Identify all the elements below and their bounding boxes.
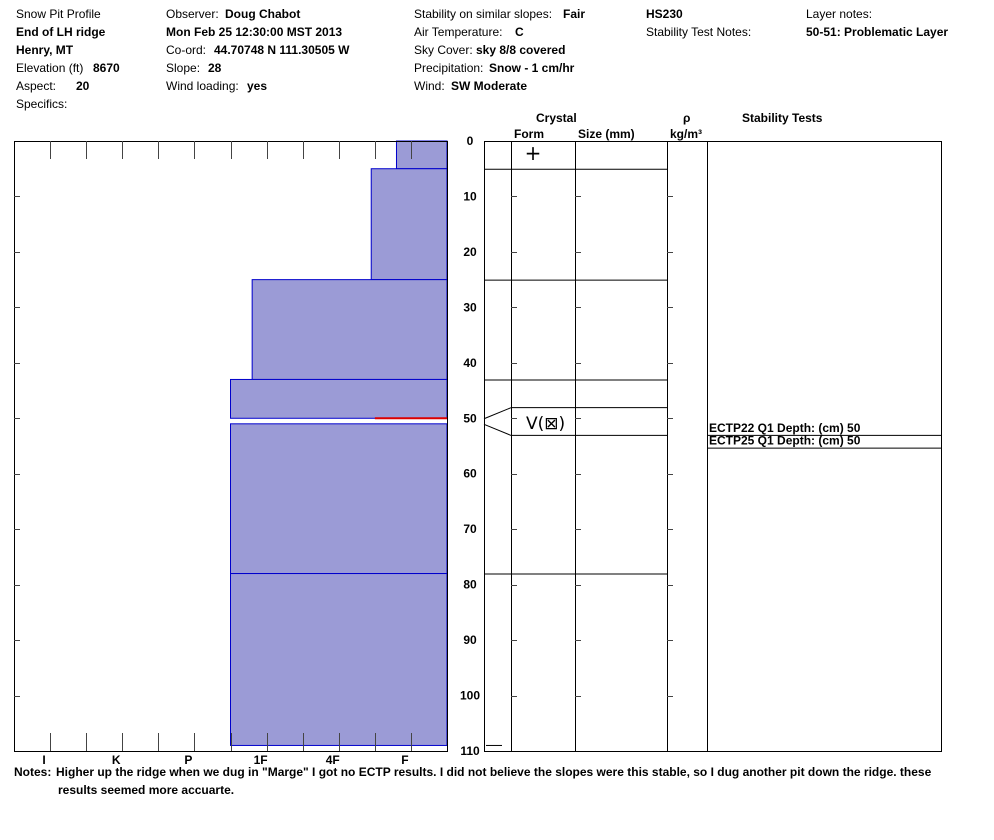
depth-label-60: 60	[463, 467, 477, 481]
stability-test-1: ECTP25 Q1 Depth: (cm) 50	[709, 434, 861, 448]
depth-label-80: 80	[463, 578, 477, 592]
air-temp-label: Air Temperature:	[414, 25, 503, 39]
hardness-label-I: I	[42, 753, 45, 767]
hardness-layer-4	[230, 423, 448, 575]
chart-frame	[14, 141, 942, 752]
crystal-header: Crystal	[536, 111, 577, 125]
notes-line-1: Higher up the ridge when we dug in "Marg…	[56, 765, 932, 779]
sky-cover-label: Sky Cover:	[414, 43, 473, 57]
observer-value: Doug Chabot	[225, 7, 301, 21]
aspect-label: Aspect:	[16, 79, 57, 93]
depth-label-0: 0	[467, 134, 474, 148]
depth-label-10: 10	[463, 189, 477, 203]
hardness-layer-5	[230, 573, 448, 746]
layer-notes-value: 50-51: Problematic Layer	[806, 25, 949, 39]
hardness-layer-3	[230, 378, 448, 419]
wind-value: SW Moderate	[451, 79, 528, 93]
depth-label-110: 110	[460, 744, 480, 758]
size-header: Size (mm)	[578, 127, 635, 141]
elevation-label: Elevation (ft)	[16, 61, 84, 75]
snow-height: HS230	[646, 7, 683, 21]
depth-label-100: 100	[460, 689, 480, 703]
elevation-value: 8670	[93, 61, 120, 75]
precip-label: Precipitation:	[414, 61, 484, 75]
precip-value: Snow - 1 cm/hr	[489, 61, 575, 75]
stability-value: Fair	[563, 7, 586, 21]
wind-loading-label: Wind loading:	[166, 79, 239, 93]
stability-label: Stability on similar slopes:	[414, 7, 553, 21]
density-unit: kg/m³	[670, 127, 703, 141]
stability-notes-label: Stability Test Notes:	[646, 25, 752, 39]
layer-notes-label: Layer notes:	[806, 7, 873, 21]
observation-date: Mon Feb 25 12:30:00 MST 2013	[166, 25, 343, 39]
depth-label-90: 90	[463, 633, 477, 647]
hardness-layer-0	[395, 140, 448, 170]
sky-cover-value: sky 8/8 covered	[476, 43, 566, 57]
depth-label-30: 30	[463, 300, 477, 314]
form-header: Form	[514, 127, 544, 141]
wind-loading-value: yes	[247, 79, 268, 93]
axis-ticks: I K P 1F 4F F 0 10 20 30 40 50 60 70 80 90 100 110	[14, 134, 673, 767]
crystal-column: + V(⊠)	[483, 141, 667, 575]
crystal-form-0: +	[525, 141, 542, 165]
crystal-form-1: V(⊠)	[526, 414, 565, 434]
hardness-label-4F: 4F	[326, 753, 340, 767]
coord-value: 44.70748 N 111.30505 W	[214, 43, 350, 57]
location: End of LH ridge	[16, 25, 106, 39]
hardness-layer-2	[251, 279, 448, 380]
stability-test-0: ECTP22 Q1 Depth: (cm) 50	[709, 421, 861, 435]
depth-label-70: 70	[463, 522, 477, 536]
aspect-value: 20	[76, 79, 90, 93]
notes-label: Notes:	[14, 765, 52, 779]
slope-value: 28	[208, 61, 222, 75]
specifics-label: Specifics:	[16, 97, 68, 111]
region: Henry, MT	[16, 43, 74, 57]
observer-label: Observer:	[166, 7, 219, 21]
air-temp-value: C	[515, 25, 524, 39]
density-symbol: ρ	[683, 111, 691, 125]
hardness-label-K: K	[112, 753, 121, 767]
slope-label: Slope:	[166, 61, 201, 75]
crystal-connector-3	[483, 407, 512, 420]
hardness-label-F: F	[401, 753, 408, 767]
table-border	[484, 141, 942, 752]
depth-label-50: 50	[463, 411, 477, 425]
wind-label: Wind:	[414, 79, 445, 93]
hardness-layer-1	[370, 168, 448, 281]
depth-label-20: 20	[463, 245, 477, 259]
pit-title: Snow Pit Profile	[16, 7, 101, 21]
hardness-label-1F: 1F	[254, 753, 268, 767]
coord-label: Co-ord:	[166, 43, 207, 57]
hardness-label-P: P	[184, 753, 192, 767]
notes-line-2: results seemed more accuarte.	[58, 783, 235, 797]
crystal-connector-4	[483, 423, 512, 436]
depth-label-40: 40	[463, 356, 477, 370]
stability-tests-header: Stability Tests	[742, 111, 823, 125]
hardness-layers	[230, 140, 448, 746]
